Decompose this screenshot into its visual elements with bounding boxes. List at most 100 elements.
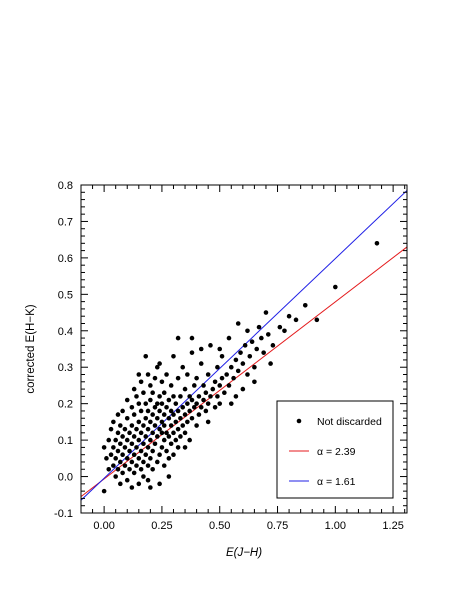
data-point — [161, 412, 167, 417]
data-point — [205, 401, 211, 406]
data-point — [134, 394, 139, 399]
data-point — [196, 412, 202, 417]
data-point — [111, 463, 116, 468]
y-tick-label: 0.3 — [58, 362, 73, 374]
data-point — [256, 324, 262, 330]
x-tick-label: 0.75 — [267, 520, 288, 532]
data-point — [154, 434, 160, 439]
data-point — [198, 361, 204, 366]
data-point — [101, 445, 107, 450]
data-point — [118, 441, 123, 447]
data-point — [115, 448, 121, 454]
data-point — [282, 328, 287, 334]
data-point — [178, 434, 183, 439]
data-point — [113, 437, 118, 443]
data-point — [286, 313, 292, 319]
y-tick-label: 0.2 — [58, 399, 73, 411]
data-point — [178, 415, 183, 421]
data-point — [180, 423, 186, 428]
data-point — [150, 430, 155, 436]
plot-frame — [80, 184, 408, 514]
data-point — [111, 419, 116, 425]
data-point — [212, 405, 218, 410]
data-point — [182, 445, 188, 450]
data-point — [118, 481, 123, 487]
data-point — [124, 477, 130, 483]
data-point — [138, 379, 144, 385]
data-point — [171, 452, 176, 457]
data-point — [154, 364, 160, 370]
data-point — [226, 335, 232, 341]
data-point — [215, 364, 220, 370]
data-point — [180, 405, 186, 410]
data-point — [157, 394, 162, 399]
data-point — [157, 481, 162, 487]
data-point — [219, 375, 225, 381]
data-point — [191, 405, 197, 410]
data-point — [182, 412, 188, 417]
data-point — [136, 437, 142, 443]
legend-label-alpha-239: α = 2.39 — [317, 446, 356, 458]
data-point — [201, 383, 206, 388]
data-point — [217, 383, 223, 388]
x-axis-label: E(J−H) — [226, 547, 262, 559]
data-point — [228, 364, 234, 370]
data-point — [228, 401, 234, 406]
data-point — [124, 415, 130, 421]
data-point — [152, 375, 158, 381]
data-point — [175, 408, 181, 414]
x-tick-label: 1.25 — [382, 520, 403, 532]
y-tick-label: 0.7 — [58, 216, 73, 228]
data-point — [134, 463, 139, 468]
data-point — [240, 386, 246, 392]
y-tick-label: 0.5 — [58, 289, 73, 301]
data-point — [159, 419, 165, 425]
data-point — [120, 434, 125, 439]
data-point — [150, 448, 155, 454]
data-point — [293, 317, 299, 323]
data-point — [131, 386, 137, 392]
data-point — [171, 412, 176, 417]
y-tick-label: 0.0 — [58, 472, 73, 484]
data-point — [122, 426, 128, 432]
data-point — [175, 445, 181, 450]
data-point — [150, 390, 155, 396]
data-point — [194, 401, 199, 406]
data-point — [208, 394, 213, 399]
data-point — [138, 430, 144, 436]
data-point — [242, 343, 248, 348]
data-point — [143, 415, 149, 421]
data-point — [143, 452, 149, 457]
data-point — [235, 321, 241, 326]
data-point — [212, 379, 218, 385]
data-point — [210, 386, 216, 392]
data-point — [141, 441, 146, 447]
data-point — [249, 339, 255, 345]
x-tick-label: 1.00 — [325, 520, 346, 532]
data-point — [247, 353, 253, 359]
data-point — [175, 375, 181, 381]
data-point — [164, 405, 169, 410]
data-point — [104, 456, 109, 461]
data-point — [314, 317, 320, 323]
data-point — [194, 375, 199, 381]
y-tick-label: 0.6 — [58, 253, 73, 265]
data-point — [189, 350, 195, 355]
data-point — [136, 419, 142, 425]
data-point — [159, 445, 165, 450]
data-point — [187, 394, 192, 399]
data-point — [148, 437, 153, 443]
data-point — [189, 415, 195, 421]
data-point — [168, 408, 174, 414]
data-point — [148, 485, 153, 490]
data-point — [108, 426, 114, 432]
data-point — [138, 448, 144, 454]
data-point — [115, 466, 121, 472]
data-point — [224, 372, 229, 377]
data-point — [161, 423, 167, 428]
x-tick-label: 0.50 — [209, 520, 230, 532]
data-point — [171, 353, 176, 359]
data-point — [168, 423, 174, 428]
data-point — [127, 466, 132, 472]
data-point — [201, 397, 206, 403]
